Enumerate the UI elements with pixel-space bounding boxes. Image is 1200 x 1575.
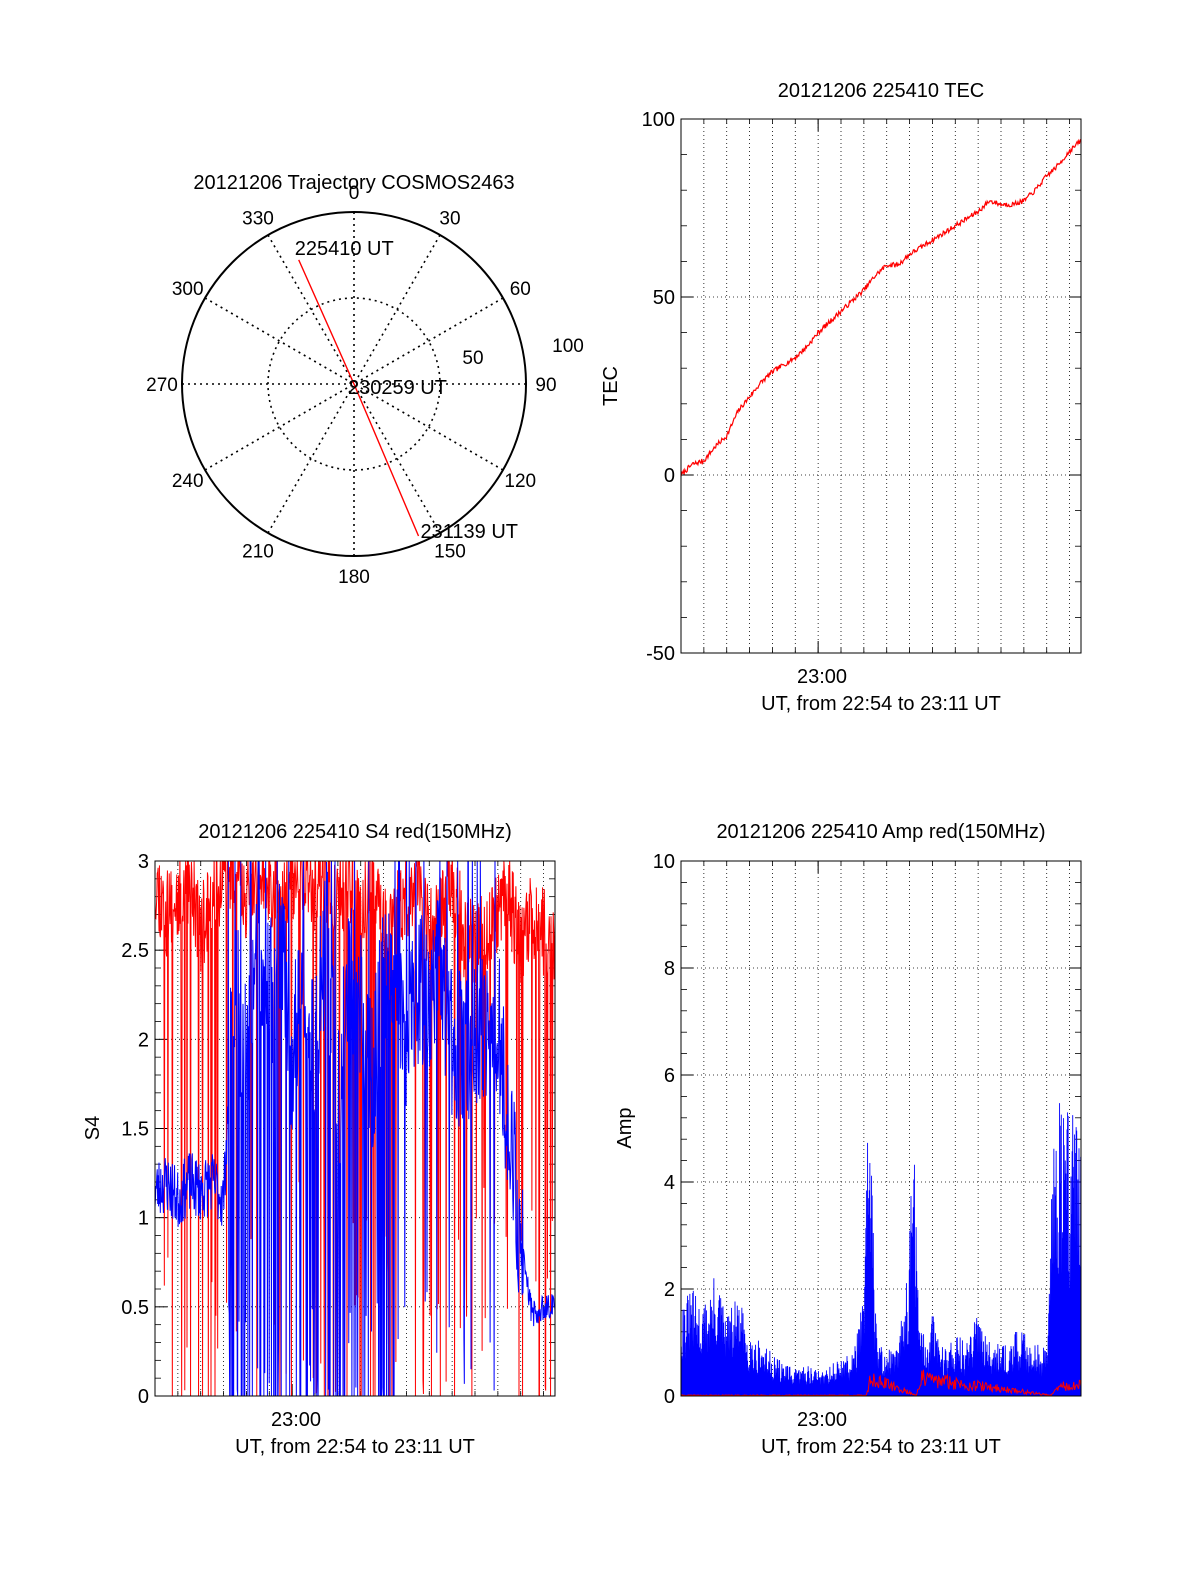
polar-angle-tick-270: 270 [146,375,178,396]
amp-plot-frame [680,860,1082,1397]
polar-radius-tick-50: 50 [462,348,483,369]
y-tick-label: 2 [664,1279,675,1301]
amp-x-axis-label: UT, from 22:54 to 23:11 UT [761,1436,1001,1458]
tec-y-tick-labels: -50 0 50 100 [642,109,675,665]
y-tick-label: 10 [653,851,675,873]
amp-title: 20121206 225410 Amp red(150MHz) [716,821,1045,843]
polar-angle-tick-180: 180 [338,567,370,588]
y-tick-label: 0 [138,1386,149,1408]
polar-angle-tick-60: 60 [510,279,531,300]
s4-chart: 20121206 225410 S4 red(150MHz) 0 0.5 1 1.5 2… [82,821,556,1458]
amp-y-axis-label: Amp [614,1107,636,1148]
y-tick-label: 8 [664,958,675,980]
y-tick-label: 1 [138,1208,149,1230]
y-tick-label: 0.5 [121,1297,149,1319]
polar-angle-tick-150: 150 [434,541,466,562]
polar-angle-tick-0: 0 [349,183,360,204]
amp-x-tick-label: 23:00 [797,1409,847,1431]
tec-plot-frame [680,118,1082,654]
tec-title: 20121206 225410 TEC [778,80,984,102]
amp-y-tick-labels: 0 2 4 6 8 10 [653,851,675,1408]
y-tick-label: 3 [138,851,149,873]
polar-angle-tick-120: 120 [504,471,536,492]
y-tick-label: 6 [664,1065,675,1087]
tec-line [680,138,1082,477]
s4-red-line [155,861,555,1396]
y-tick-label: 50 [653,287,675,309]
y-tick-label: 2 [138,1029,149,1051]
tec-grid [681,118,1081,654]
trajectory-point-label: 231139 UT [421,521,518,543]
trajectory-line [298,259,420,537]
s4-plot-frame [154,860,556,1397]
tec-y-axis-label: TEC [600,366,622,406]
amp-blue-line [681,1103,1081,1396]
polar-trajectory-chart: 20121206 Trajectory COSMOS2463 0 30 60 90 12… [146,172,584,588]
s4-title: 20121206 225410 S4 red(150MHz) [198,821,512,843]
tec-x-tick-label: 23:00 [797,666,847,688]
polar-angle-tick-330: 330 [242,209,274,230]
amp-traces [681,1103,1081,1396]
y-tick-label: 0 [664,465,675,487]
amp-grid [681,860,1081,1397]
polar-angle-tick-90: 90 [535,375,556,396]
amp-series [681,1103,1081,1396]
polar-angle-labels: 0 30 60 90 120 150 180 210 240 270 300 330 [146,183,556,588]
polar-title: 20121206 Trajectory COSMOS2463 [193,172,514,194]
amp-chart: 20121206 225410 Amp red(150MHz) 0246810 … [614,821,1082,1458]
polar-angle-tick-210: 210 [242,541,274,562]
tec-x-axis-label: UT, from 22:54 to 23:11 UT [761,693,1001,715]
s4-y-axis-label: S4 [82,1116,104,1140]
y-tick-label: 0 [664,1386,675,1408]
y-tick-label: -50 [646,643,675,665]
s4-y-tick-labels: 0 0.5 1 1.5 2 2.5 3 [121,851,149,1408]
polar-grid [181,211,527,557]
s4-blue-line [155,861,555,1396]
trajectory-point-label: 225410 UT [295,238,394,260]
polar-radius-tick-100: 100 [552,336,584,357]
polar-angle-tick-30: 30 [439,209,460,230]
tec-chart: 20121206 225410 TEC -50 0 50 100 23:00 UT, … [600,80,1082,715]
tec-series [680,138,1082,477]
trajectory-series: 225410 UT 230259 UT 231139 UT [295,238,518,543]
s4-traces [155,861,555,1396]
y-tick-label: 1.5 [121,1119,149,1141]
trajectory-point-label: 230259 UT [348,377,447,399]
y-tick-label: 2.5 [121,940,149,962]
y-tick-label: 100 [642,109,675,131]
polar-angle-tick-240: 240 [172,471,204,492]
s4-x-tick-label: 23:00 [271,1409,321,1431]
y-tick-label: 4 [664,1172,675,1194]
s4-series [155,861,555,1396]
s4-x-axis-label: UT, from 22:54 to 23:11 UT [235,1436,475,1458]
polar-angle-tick-300: 300 [172,279,204,300]
